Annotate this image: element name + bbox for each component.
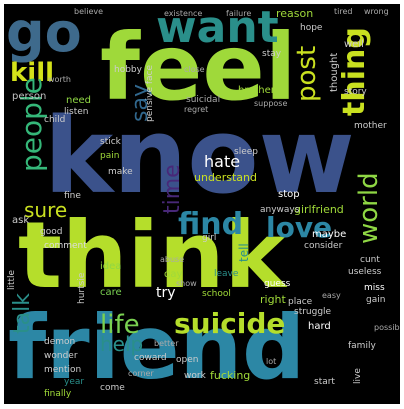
word-hurtsie: hurtsie [77,272,87,304]
word-coward: coward [134,353,167,363]
word-fucking: fucking [210,369,251,382]
word-child: child [44,115,66,125]
word-hope: hope [300,23,323,33]
word-post: post [292,45,322,102]
word-tired: tired [334,7,353,16]
word-good: good [40,227,63,237]
word-friend: friend [8,296,306,399]
word-gain: gain [366,295,386,305]
word-useless: useless [348,267,382,277]
word-leave: leave [214,269,239,279]
word-life: life [100,310,140,340]
word-close: close [184,65,205,74]
word-girl: girl [202,233,217,243]
word-know: know [44,95,355,217]
word-kill: kill [10,58,55,88]
word-work: work [184,371,206,381]
word-abuse: abuse [160,255,185,264]
word-believe: believe [74,7,104,16]
word-regret: regret [184,105,209,114]
word-understand: understand [194,171,257,184]
word-hobby: hobby [114,65,142,75]
word-world: world [354,172,384,244]
word-stay: stay [262,49,282,59]
word-listen: listen [64,107,89,117]
word-story: story [344,87,367,97]
word-corner: corner [128,369,154,378]
word-pensive-face: pensive face [145,64,155,122]
word-place: place [288,297,313,307]
word-talk: talk [10,293,35,334]
word-consider: consider [304,241,343,251]
word-better: better [154,339,179,348]
word-year: year [64,377,85,387]
word-wonder: wonder [44,351,78,361]
word-help: help [100,332,144,356]
word-little: little [7,269,17,290]
word-make: make [108,167,133,177]
word-show: show [176,279,197,288]
word-come: come [100,383,125,393]
word-idea: idea [100,261,122,272]
word-sleep: sleep [234,147,258,157]
word-stop: stop [278,189,300,200]
word-well: well [344,39,364,50]
word-maybe: maybe [312,229,347,240]
word-mention: mention [44,365,82,375]
word-comment: comment [44,241,87,251]
word-easy: easy [322,291,341,300]
word-need: need [66,95,91,106]
word-think: think [18,202,286,309]
word-try: try [156,285,176,301]
word-feel: feel [100,14,297,121]
word-girlfriend: girlfriend [294,203,344,216]
word-hard: hard [308,321,331,332]
word-start: start [314,377,335,387]
word-live: live [353,368,363,384]
word-family: family [348,341,376,351]
word-existence: existence [164,9,203,18]
word-demon: demon [44,337,76,347]
word-guess: guess [264,279,291,289]
word-anyways: anyways [260,205,300,215]
word-sure: sure [24,198,68,222]
word-mother: mother [354,121,387,131]
word-want: want [156,4,279,53]
word-care: care [100,287,122,298]
word-right: right [260,293,286,306]
word-cunt: cunt [360,255,380,265]
word-fine: fine [64,191,81,201]
word-finally: finally [44,389,72,399]
word-day: day [164,269,183,280]
word-thought: thought [329,52,340,92]
word-worth: worth [48,75,71,84]
word-hate: hate [204,152,241,171]
word-lot: lot [266,357,277,366]
word-tell: tell [237,243,251,262]
word-wrong: wrong [364,7,389,16]
word-suicide: suicide [174,307,286,340]
word-possible: possible [374,323,400,332]
word-open: open [176,355,199,365]
word-brother: brother [238,85,275,96]
word-school: school [202,289,231,299]
word-find: find [178,207,244,242]
word-love: love [266,211,333,244]
word-person: person [12,91,47,102]
word-go: go [6,4,82,64]
word-struggle: struggle [294,307,332,317]
word-failure: failure [226,9,252,18]
word-suppose: suppose [254,99,288,108]
word-reason: reason [276,7,314,20]
word-miss: miss [364,283,385,293]
word-ask: ask [12,215,30,226]
word-pain: pain [100,151,120,161]
word-suicidal: suicidal [186,95,221,105]
word-stick: stick [100,137,121,147]
word-cloud: feel know think friend go want kill post… [4,4,400,404]
